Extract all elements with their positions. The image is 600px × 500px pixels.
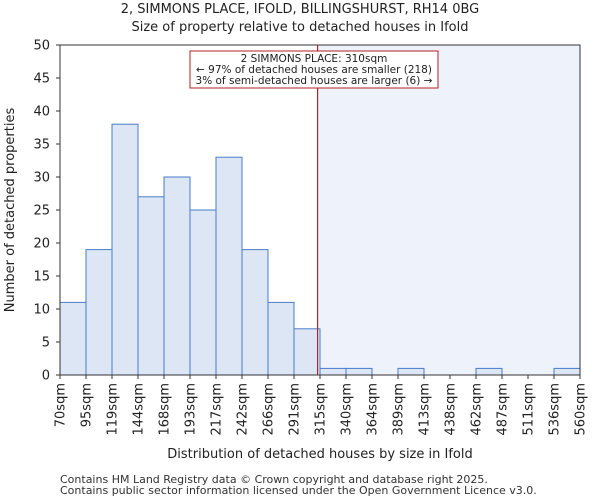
x-tick-label: 438sqm	[444, 383, 459, 436]
x-tick-label: 144sqm	[132, 383, 147, 436]
histogram-bar	[189, 209, 217, 376]
y-tick-label: 35	[33, 138, 50, 153]
x-tick-label: 462sqm	[470, 383, 485, 436]
annotation-smaller: ← 97% of detached houses are smaller (21…	[196, 64, 432, 76]
x-tick-label: 560sqm	[574, 383, 589, 436]
x-tick-label: 315sqm	[314, 383, 329, 436]
y-axis-label: Number of detached properties	[3, 108, 18, 313]
y-tick-label: 45	[33, 72, 50, 87]
x-tick-label: 511sqm	[522, 383, 537, 436]
histogram-bar	[215, 156, 243, 376]
histogram-bar	[111, 123, 139, 376]
y-tick-label: 0	[42, 369, 50, 384]
annotation-title: 2 SIMMONS PLACE: 310sqm	[241, 53, 388, 65]
histogram-bar	[85, 249, 113, 376]
histogram-bar	[553, 367, 581, 376]
y-tick-label: 50	[33, 39, 50, 54]
x-tick-label: 266sqm	[262, 383, 277, 436]
x-tick-label: 168sqm	[158, 383, 173, 436]
chart-subtitle: Size of property relative to detached ho…	[131, 20, 469, 35]
x-tick-label: 340sqm	[340, 383, 355, 436]
x-tick-label: 95sqm	[80, 383, 95, 427]
histogram-bar	[163, 176, 191, 376]
histogram-bar	[267, 301, 295, 376]
x-tick-label: 193sqm	[184, 383, 199, 436]
y-tick-label: 20	[33, 237, 50, 252]
y-tick-label: 5	[42, 336, 50, 351]
x-tick-label: 536sqm	[548, 383, 563, 436]
histogram-chart: 0 5 10 15 20 25 30 35 40 45 50 70sqm 95sqm 119sqm 144s…	[3, 39, 589, 463]
y-tick-label: 15	[33, 270, 50, 285]
histogram-bar	[345, 367, 373, 376]
annotation-box	[189, 50, 439, 89]
histogram-bar	[475, 367, 503, 376]
x-axis-label: Distribution of detached houses by size …	[167, 447, 472, 462]
y-tick-label: 30	[33, 171, 50, 186]
x-tick-label: 119sqm	[106, 383, 121, 436]
larger-properties-region	[317, 45, 580, 375]
histogram-bar	[241, 249, 269, 376]
histogram-bar	[293, 328, 321, 376]
footer-copyright: Contains HM Land Registry data © Crown c…	[60, 473, 488, 486]
x-tick-label: 217sqm	[210, 383, 225, 436]
x-tick-label: 389sqm	[392, 383, 407, 436]
x-tick-label: 364sqm	[366, 383, 381, 436]
annotation-larger: 3% of semi-detached houses are larger (6…	[196, 75, 433, 87]
y-tick-label: 25	[33, 204, 50, 219]
footer-licence: Contains public sector information licen…	[60, 484, 537, 497]
chart-title: 2, SIMMONS PLACE, IFOLD, BILLINGSHURST, …	[120, 2, 480, 17]
x-tick-label: 413sqm	[418, 383, 433, 436]
x-tick-label: 487sqm	[496, 383, 511, 436]
y-tick-label: 40	[33, 105, 50, 120]
x-tick-label: 70sqm	[54, 383, 69, 427]
histogram-bar	[59, 301, 87, 376]
histogram-bar	[137, 196, 165, 376]
x-tick-label: 291sqm	[288, 383, 303, 436]
histogram-bar	[397, 367, 425, 376]
histogram-bar	[319, 367, 347, 376]
x-tick-label: 242sqm	[236, 383, 251, 436]
y-tick-label: 10	[33, 303, 50, 318]
